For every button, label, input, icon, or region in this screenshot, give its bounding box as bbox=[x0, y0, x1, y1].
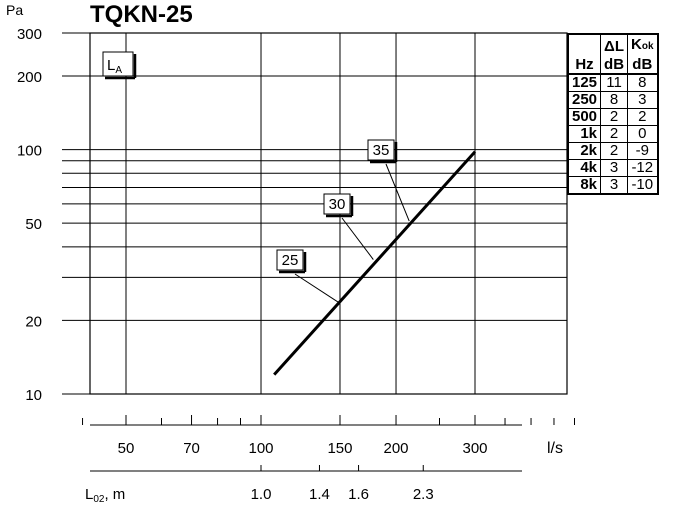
correction-table: ΔL Kok Hz dB dB 125 11 8 250 8 3 500 2 2 1k 2 0 2k 2-… bbox=[567, 33, 659, 195]
correction-row: 1k 2 0 bbox=[567, 125, 659, 143]
annotation-leader bbox=[385, 163, 410, 222]
hz-cell: 250 bbox=[567, 91, 602, 109]
annotation-box bbox=[367, 139, 395, 161]
x-tick-label: 50 bbox=[118, 440, 135, 457]
x-tick-label: 300 bbox=[462, 440, 487, 457]
y-tick-label: 100 bbox=[17, 143, 42, 160]
x-axis-unit: l/s bbox=[547, 440, 563, 457]
y-tick-label: 300 bbox=[17, 26, 42, 43]
y-tick-label: 10 bbox=[25, 387, 42, 404]
k-unit: dB bbox=[627, 55, 659, 75]
correction-row: 2k 2 -9 bbox=[567, 142, 659, 160]
hz-col-header: Hz bbox=[567, 55, 602, 75]
correction-table-header-top: ΔL Kok bbox=[567, 33, 659, 55]
k-cell: 3 bbox=[627, 91, 659, 109]
annotation-label: 35 bbox=[373, 142, 390, 159]
secondary-tick-label: 2.3 bbox=[413, 486, 434, 503]
y-tick-label: 20 bbox=[25, 313, 42, 330]
dl-cell: 8 bbox=[600, 91, 629, 109]
dl-cell: 11 bbox=[600, 73, 629, 92]
secondary-tick-label: 1.4 bbox=[309, 486, 330, 503]
annotation-box bbox=[276, 249, 304, 271]
secondary-axis-label: L02, m bbox=[85, 486, 125, 505]
chart-title: TQKN-25 bbox=[90, 1, 193, 28]
k-cell: 8 bbox=[627, 73, 659, 92]
x-tick-label: 100 bbox=[248, 440, 273, 457]
correction-row: 125 11 8 bbox=[567, 73, 659, 92]
hz-cell: 8k bbox=[567, 176, 602, 195]
hz-cell: 4k bbox=[567, 159, 602, 177]
dl-cell: 3 bbox=[600, 159, 629, 177]
dl-cell: 2 bbox=[600, 108, 629, 126]
secondary-tick-label: 1.0 bbox=[251, 486, 272, 503]
annotation-label: 25 bbox=[282, 252, 299, 269]
annotation-leader bbox=[294, 273, 341, 304]
x-tick-label: 70 bbox=[183, 440, 200, 457]
hz-cell: 2k bbox=[567, 142, 602, 160]
hz-cell: 125 bbox=[567, 73, 602, 92]
y-tick-label: 200 bbox=[17, 69, 42, 86]
annotation-label: 30 bbox=[329, 196, 346, 213]
level-box-label: LA bbox=[107, 57, 122, 76]
dl-cell: 2 bbox=[600, 142, 629, 160]
dl-cell: 3 bbox=[600, 176, 629, 195]
x-tick-label: 150 bbox=[327, 440, 352, 457]
secondary-tick-label: 1.6 bbox=[348, 486, 369, 503]
plot-frame bbox=[89, 32, 568, 395]
k-cell: 2 bbox=[627, 108, 659, 126]
k-cell: -12 bbox=[627, 159, 659, 177]
k-cell: -10 bbox=[627, 176, 659, 195]
annotation-box bbox=[323, 193, 351, 215]
hz-cell: 500 bbox=[567, 108, 602, 126]
y-tick-label: 50 bbox=[25, 216, 42, 233]
series-line-0 bbox=[273, 150, 477, 376]
y-axis-unit: Pa bbox=[6, 2, 24, 18]
dl-unit: dB bbox=[600, 55, 629, 75]
hz-col-top bbox=[567, 33, 602, 55]
correction-row: 4k 3 -12 bbox=[567, 159, 659, 177]
hz-cell: 1k bbox=[567, 125, 602, 143]
x-tick-label: 200 bbox=[384, 440, 409, 457]
k-cell: 0 bbox=[627, 125, 659, 143]
correction-row: 8k 3 -10 bbox=[567, 176, 659, 195]
k-col-header: Kok bbox=[627, 33, 659, 55]
level-box bbox=[102, 51, 134, 77]
k-cell: -9 bbox=[627, 142, 659, 160]
correction-row: 250 8 3 bbox=[567, 91, 659, 109]
dl-cell: 2 bbox=[600, 125, 629, 143]
correction-row: 500 2 2 bbox=[567, 108, 659, 126]
correction-table-header-units: Hz dB dB bbox=[567, 55, 659, 75]
dl-col-header: ΔL bbox=[600, 33, 629, 55]
annotation-leader bbox=[341, 217, 374, 260]
